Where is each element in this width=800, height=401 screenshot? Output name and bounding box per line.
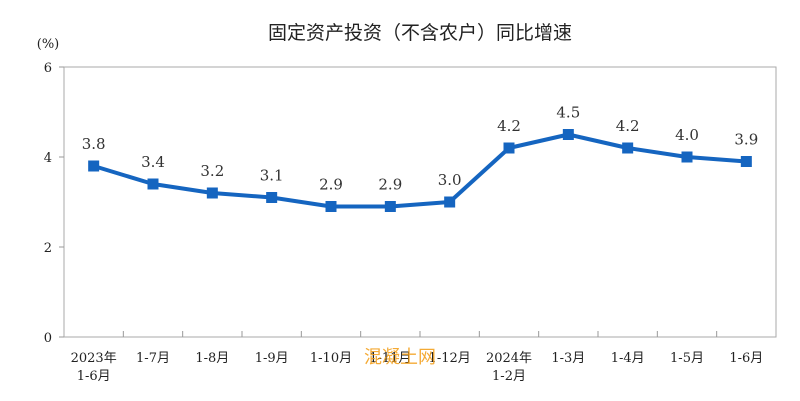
x-tick-label: 1-5月 [670, 351, 704, 366]
chart-title: 固定资产投资（不含农户）同比增速 [268, 22, 572, 44]
data-labels: 3.8 3.4 3.2 3.1 2.9 2.9 3.0 4.2 4.5 4.2 4.0 3.9 [82, 104, 759, 194]
x-tick-label: 1-6月 [77, 369, 111, 384]
data-label: 2.9 [378, 176, 402, 194]
x-tick-label: 1-3月 [551, 351, 585, 366]
data-label: 4.2 [497, 117, 521, 135]
x-tick-label: 1-8月 [195, 351, 229, 366]
series-line [93, 132, 747, 209]
x-tick-label: 1-2月 [492, 369, 526, 384]
data-label: 4.2 [616, 117, 640, 135]
y-tick-label: 6 [44, 61, 52, 76]
data-point-marker [503, 142, 515, 154]
x-tick-label: 1-6月 [729, 351, 763, 366]
data-label: 3.0 [438, 171, 462, 189]
data-point-marker [444, 196, 456, 208]
data-label: 3.2 [200, 162, 224, 180]
data-label: 3.1 [260, 167, 284, 185]
data-point-marker [88, 160, 100, 172]
y-tick-label: 2 [44, 241, 52, 256]
data-point-marker [206, 187, 218, 199]
y-axis: 0 2 4 6 [44, 61, 64, 346]
data-label: 2.9 [319, 176, 343, 194]
x-tick-label: 1-11月 [369, 351, 411, 366]
y-unit-label: (%) [37, 37, 60, 52]
x-tick-label: 1-7月 [136, 351, 170, 366]
y-tick-label: 4 [44, 151, 52, 166]
series-markers [88, 129, 752, 212]
plot-frame [63, 66, 777, 338]
watermark-text: 混凝土网 [364, 347, 436, 368]
data-label: 4.5 [556, 104, 580, 122]
data-label: 4.0 [675, 126, 699, 144]
data-point-marker [384, 201, 396, 212]
data-point-marker [681, 151, 693, 163]
data-point-marker [147, 178, 159, 190]
data-label: 3.8 [82, 135, 106, 153]
data-label: 3.4 [141, 153, 165, 171]
x-tick-label: 1-12月 [429, 351, 471, 366]
y-tick-label: 0 [44, 331, 52, 346]
data-label: 3.9 [734, 131, 758, 149]
x-tick-label: 1-10月 [310, 351, 352, 366]
x-tick-label: 1-4月 [611, 351, 645, 366]
x-tick-label: 2024年 [486, 351, 532, 366]
data-point-marker [325, 201, 337, 212]
data-point-marker [622, 142, 634, 154]
x-axis: 2023年 1-6月 1-7月 1-8月 1-9月 1-10月 1-11月 1-12月 2024… [71, 331, 763, 384]
data-point-marker [562, 129, 574, 140]
data-point-marker [740, 156, 752, 167]
x-tick-label: 1-9月 [255, 351, 289, 366]
data-point-marker [266, 192, 278, 203]
x-tick-label: 2023年 [71, 351, 117, 366]
